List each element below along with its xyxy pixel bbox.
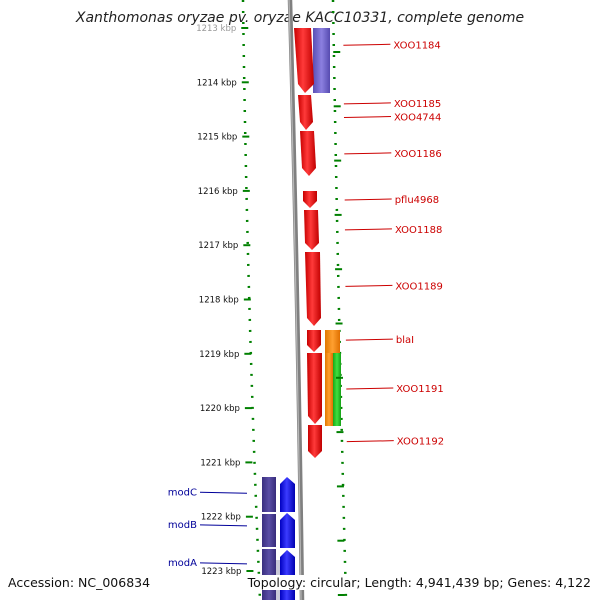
kbp-axis: 1213 kbp 1214 kbp 1215 kbp 1216 kbp 1217 kbp… <box>196 24 345 596</box>
gene-XOO1188[interactable] <box>304 210 319 250</box>
gene-modC[interactable] <box>280 477 295 512</box>
leader-blaI <box>345 338 393 341</box>
leader-XOO1184 <box>343 43 391 46</box>
gene-blaI[interactable] <box>307 330 321 352</box>
axis-tick-label-1: 1214 kbp <box>197 78 237 88</box>
gene-XOO1191[interactable] <box>307 353 322 424</box>
axis-tick-label-9: 1222 kbp <box>201 513 241 523</box>
gene-pflu4968[interactable] <box>303 191 317 208</box>
gene-label-XOO1191[interactable]: XOO1191 <box>396 384 443 395</box>
axis-tick-label-4: 1217 kbp <box>198 241 238 251</box>
cds-modC[interactable] <box>262 477 276 512</box>
leader-XOO1189 <box>345 284 393 287</box>
gene-label-XOO4744[interactable]: XOO4744 <box>394 113 441 124</box>
gene-XOO1189[interactable] <box>305 252 321 326</box>
gene-label-XOO1189[interactable]: XOO1189 <box>395 281 442 292</box>
genome-backbone <box>287 0 305 600</box>
leader-pflu4968 <box>344 198 392 201</box>
accession-label: Accession: NC_006834 <box>8 575 151 590</box>
gene-label-modC[interactable]: modC <box>168 487 197 498</box>
leader-modC <box>199 491 248 494</box>
feature-blaI-orange[interactable] <box>325 330 340 353</box>
topology-label: Topology: circular; Length: 4,941,439 bp… <box>247 575 591 590</box>
axis-tick-label-3: 1216 kbp <box>198 187 238 197</box>
axis-tick-label-5: 1218 kbp <box>199 296 239 306</box>
gene-label-XOO1192[interactable]: XOO1192 <box>397 437 444 448</box>
gene-label-XOO1188[interactable]: XOO1188 <box>395 225 442 236</box>
gene-label-XOO1185[interactable]: XOO1185 <box>394 99 441 110</box>
leader-modA <box>199 562 248 565</box>
leader-XOO4744 <box>343 116 392 119</box>
leader-XOO1185 <box>343 102 391 105</box>
gene-modB[interactable] <box>280 513 295 548</box>
gene-label-XOO1186[interactable]: XOO1186 <box>394 149 441 160</box>
gene-label-modB[interactable]: modB <box>168 520 197 531</box>
gene-label-blaI[interactable]: blaI <box>396 335 414 346</box>
leader-XOO1188 <box>344 228 392 231</box>
gene-label-modA[interactable]: modA <box>168 558 197 569</box>
right-track-ring <box>331 0 348 600</box>
backbone-highlight <box>288 0 302 600</box>
axis-tick-label-8: 1221 kbp <box>200 458 240 468</box>
axis-tick-label-2: 1215 kbp <box>197 133 237 143</box>
map-title: Xanthomonas oryzae pv. oryzae KACC10331,… <box>75 10 525 26</box>
cds-XOO1184[interactable] <box>313 28 330 93</box>
gene-XOO1192[interactable] <box>308 425 322 458</box>
cds-modB[interactable] <box>262 514 276 547</box>
leader-modB <box>199 524 248 527</box>
gene-XOO1184[interactable] <box>294 28 314 93</box>
axis-tick-label-7: 1220 kbp <box>200 404 240 414</box>
gene-XOO1186[interactable] <box>300 131 316 176</box>
feature-XOO1191-orange[interactable] <box>325 353 333 426</box>
leader-XOO1191 <box>346 387 394 390</box>
gene-label-pflu4968[interactable]: pflu4968 <box>395 195 439 206</box>
gene-label-XOO1184[interactable]: XOO1184 <box>393 40 440 51</box>
axis-tick-label-10: 1223 kbp <box>201 567 241 577</box>
leader-XOO1186 <box>344 152 392 155</box>
axis-tick-label-6: 1219 kbp <box>199 350 239 360</box>
gene-labels: XOO1184 XOO1185 XOO4744 XOO1186 pflu4968 XOO1… <box>168 40 444 569</box>
gene-XOO1185[interactable] <box>298 95 313 130</box>
axis-tick-label-0: 1213 kbp <box>196 24 236 34</box>
feature-XOO1191-green[interactable] <box>333 353 341 426</box>
leader-XOO1192 <box>346 440 394 443</box>
